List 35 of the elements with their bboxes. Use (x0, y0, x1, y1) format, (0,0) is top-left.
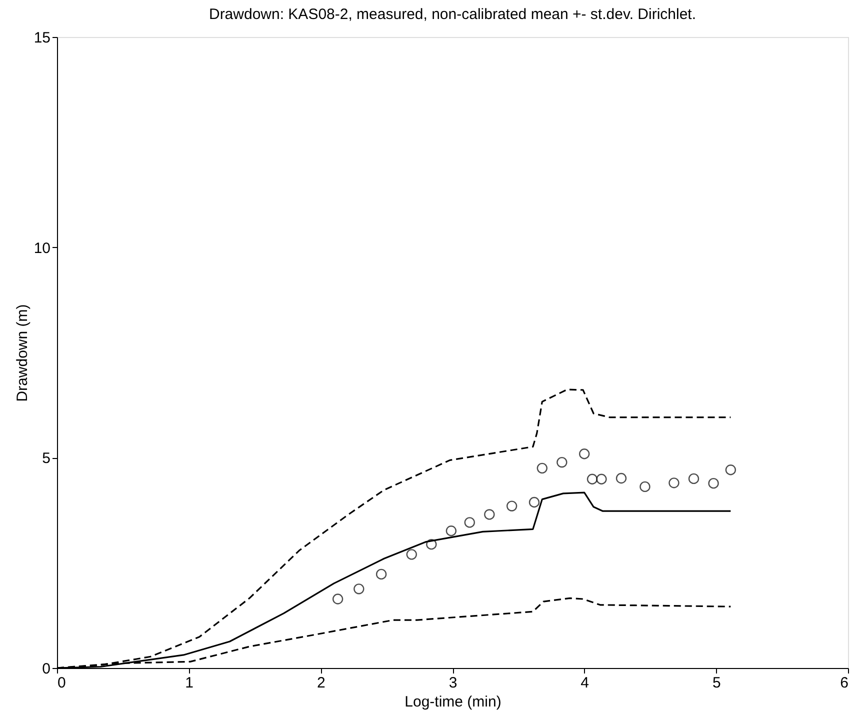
point (354, 584, 364, 594)
point (426, 538, 437, 550)
x-tick-label: 5 (712, 674, 721, 692)
point (332, 594, 344, 604)
x-axis-title: Log-time (min) (404, 694, 502, 710)
y-tick-label: 0 (42, 660, 50, 678)
point (725, 464, 736, 476)
point (406, 549, 417, 560)
point (446, 526, 457, 536)
point (708, 478, 719, 489)
x-tick-label: 4 (580, 674, 590, 692)
point (506, 500, 518, 512)
y-tick-label: 15 (34, 30, 50, 46)
point (556, 456, 568, 468)
x-tick-label: 1 (185, 674, 194, 692)
x-tick-label: 6 (840, 674, 848, 692)
x-tick-label: 3 (448, 674, 458, 692)
point (578, 448, 590, 460)
point (536, 462, 548, 474)
point (484, 509, 495, 520)
y-axis-title: Drawdown (m) (14, 304, 31, 402)
point (376, 568, 387, 580)
point (668, 478, 680, 488)
point (616, 472, 627, 484)
chart-title: Drawdown: KAS08-2, measured, non-calibrated mean +- st.dev. Dirichlet. (208, 6, 696, 23)
point (464, 517, 475, 528)
x-tick-label: 0 (58, 674, 66, 692)
y-tick-label: 10 (34, 240, 50, 257)
point (586, 474, 598, 484)
point (688, 473, 700, 484)
point (596, 474, 607, 484)
point (640, 481, 650, 492)
x-tick-label: 2 (316, 674, 326, 692)
y-tick-label: 5 (42, 450, 50, 468)
point (528, 496, 540, 508)
